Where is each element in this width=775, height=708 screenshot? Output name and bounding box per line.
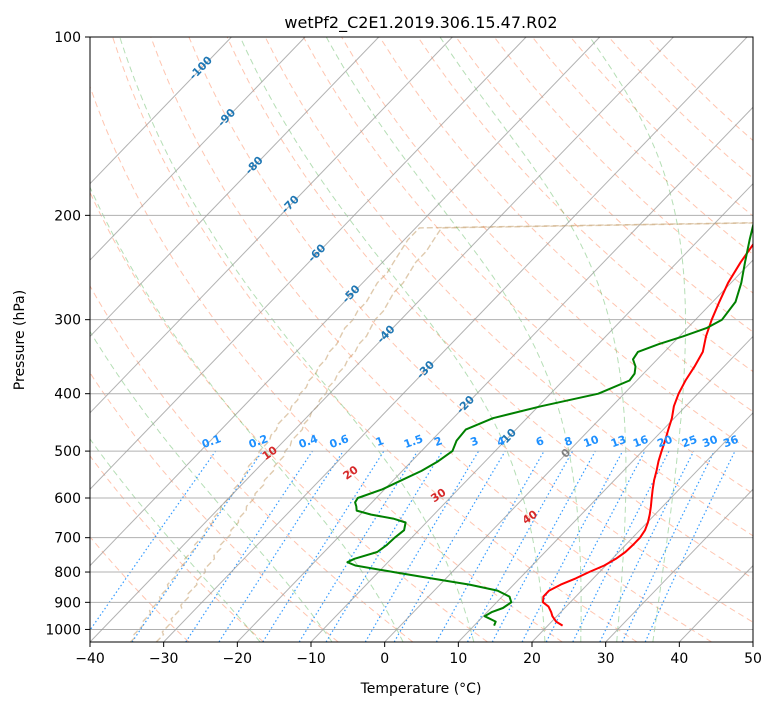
mixing-ratio-label-0: 0.1 (200, 432, 223, 451)
x-tick-label-9: 50 (744, 651, 762, 667)
mixing-ratio-line-3 (218, 450, 344, 642)
dry-adiabat-2 (90, 371, 339, 642)
isotherm-30 (605, 488, 753, 642)
x-tick-label-6: 20 (523, 651, 541, 667)
x-axis-title: Temperature (°C) (360, 681, 482, 697)
mixing-ratio-label-7: 3 (469, 434, 481, 449)
mixing-ratio-label-16: 30 (701, 433, 720, 451)
rh-curve-0 (129, 222, 753, 642)
mixing-ratio-line-10 (466, 450, 574, 642)
x-tick-label-4: 0 (380, 651, 389, 667)
y-tick-label-3: 400 (54, 387, 81, 403)
dry-adiabat-8 (188, 37, 753, 623)
moist-adiabat-3 (119, 37, 475, 642)
y-tick-label-7: 800 (54, 565, 81, 581)
mixing-ratio-line-6 (325, 450, 443, 642)
mixing-ratio-line-14 (572, 450, 670, 642)
x-tick-label-2: −20 (223, 651, 253, 667)
rh-curve-1 (155, 222, 753, 642)
x-tick-label-0: −40 (75, 651, 105, 667)
isotherm--20 (236, 106, 753, 642)
moist-adiabat-7 (589, 37, 686, 642)
sounding-series-0 (542, 242, 753, 627)
dry-adiabat-16 (493, 37, 753, 294)
mixing-ratio-label-5: 1.5 (402, 432, 425, 451)
mixing-ratio-label-14: 20 (655, 433, 674, 451)
mixing-ratio-label-10: 8 (563, 434, 575, 449)
isotherm--90 (90, 37, 306, 261)
isotherm--80 (90, 37, 380, 338)
dry-adiabat-15 (455, 37, 753, 333)
y-tick-label-2: 300 (54, 313, 81, 329)
mixing-ratio-label-11: 10 (582, 433, 601, 451)
moist-adiabat-6 (439, 37, 627, 642)
plot-frame (89, 36, 754, 643)
isotherm-20 (531, 412, 753, 642)
axes: −40 −30 −20 −10 0 10 20 30 40 5010020030040050060… (45, 30, 762, 667)
mixing-ratio-label-13: 16 (631, 433, 650, 451)
isotherm--30 (163, 37, 748, 642)
dry-adiabat-6 (112, 37, 638, 642)
y-tick-label-1: 200 (54, 208, 81, 224)
mixing-ratio-label-8: 4 (495, 434, 507, 449)
mixing-ratio-line-9 (435, 450, 545, 642)
y-tick-label-9: 1000 (45, 622, 81, 638)
isotherm--100 (90, 37, 232, 185)
x-tick-label-1: −30 (149, 651, 179, 667)
isotherms (90, 37, 753, 642)
y-tick-label-6: 700 (54, 531, 81, 547)
y-tick-label-5: 600 (54, 491, 81, 507)
mixing-ratio-label-1: 0.2 (247, 432, 270, 451)
mixing-ratio-label-17: 36 (721, 433, 740, 451)
isotherm--10 (310, 182, 753, 642)
isotherm--50 (90, 37, 601, 567)
dry-adiabat-5 (90, 85, 563, 642)
mixing-ratio-label-15: 25 (680, 433, 699, 450)
isotherm--40 (90, 37, 674, 642)
dry-adiabat-7 (150, 37, 712, 642)
y-tick-label-8: 900 (54, 595, 81, 611)
y-tick-label-0: 100 (54, 30, 81, 46)
pressure-gridlines (90, 37, 753, 630)
plot-area: -100-90-80-70-60-50-40-30-20-10010203040… (90, 37, 753, 642)
isotherm--60 (90, 37, 527, 490)
moist-adiabats (90, 37, 686, 642)
moist-adiabat-1 (90, 330, 333, 642)
dry-adiabat-1 (90, 455, 264, 642)
y-tick-label-4: 500 (54, 444, 81, 460)
chart-title: wetPf2_C2E1.2019.306.15.47.R02 (284, 13, 557, 33)
isotherm--70 (90, 37, 453, 414)
x-tick-label-7: 30 (597, 651, 615, 667)
mixing-ratio-line-2 (185, 450, 313, 642)
mixing-ratio-label-6: 2 (432, 434, 444, 449)
mixing-ratio-label-2: 0.4 (297, 432, 320, 451)
y-axis-title: Pressure (hPa) (12, 290, 28, 390)
mixing-ratio-label-12: 13 (609, 433, 628, 450)
mixing-ratio-line-15 (599, 450, 695, 642)
x-tick-label-3: −10 (296, 651, 326, 667)
x-tick-label-5: 10 (449, 651, 467, 667)
mixing-ratio-label-3: 0.6 (328, 432, 351, 451)
mixing-ratio-label-4: 1 (374, 434, 386, 449)
mixing-ratio-line-4 (262, 450, 385, 642)
dry-adiabat-4 (90, 191, 488, 642)
moist-adiabat-5 (325, 37, 582, 642)
x-tick-label-8: 40 (670, 651, 688, 667)
mixing-ratio-line-1 (131, 450, 263, 642)
relative-humidity-lines (129, 222, 753, 642)
moist-adiabat-4 (239, 37, 546, 642)
moist-adiabat-0 (90, 438, 261, 642)
mixing-ratio-line-5 (298, 450, 419, 642)
mixing-ratio-line-0 (90, 450, 217, 632)
isotherm-10 (457, 335, 753, 642)
mixing-ratio-label-9: 6 (534, 434, 546, 449)
